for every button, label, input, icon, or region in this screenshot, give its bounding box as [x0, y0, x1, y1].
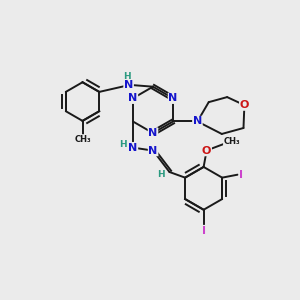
Text: H: H — [157, 170, 165, 179]
Text: N: N — [124, 80, 133, 90]
Text: N: N — [128, 142, 137, 153]
Text: H: H — [120, 140, 127, 148]
Text: I: I — [202, 226, 206, 236]
Text: CH₃: CH₃ — [74, 135, 91, 144]
Text: O: O — [240, 100, 249, 110]
Text: N: N — [128, 93, 137, 103]
Text: I: I — [239, 170, 243, 180]
Text: N: N — [193, 116, 202, 127]
Text: N: N — [148, 128, 158, 138]
Text: N: N — [148, 146, 158, 156]
Text: O: O — [202, 146, 211, 156]
Text: N: N — [168, 93, 178, 103]
Text: H: H — [123, 72, 131, 81]
Text: CH₃: CH₃ — [224, 137, 240, 146]
